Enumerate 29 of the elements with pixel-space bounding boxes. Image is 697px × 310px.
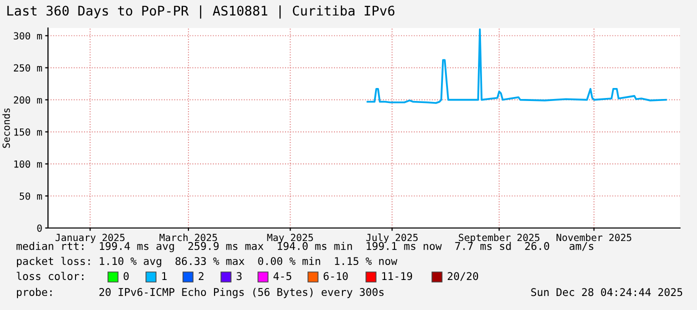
line-series xyxy=(366,28,667,104)
y-tick-label: 200 m xyxy=(14,96,42,104)
text: 11-19 xyxy=(382,272,412,280)
y-tick-label: 0 xyxy=(37,224,42,232)
x-tick-label: November 2025 xyxy=(556,234,632,242)
x-tick-label: September 2025 xyxy=(458,234,540,244)
x-tick-label: May 2025 xyxy=(267,234,313,244)
text: 0 xyxy=(124,272,129,280)
text: 20/20 xyxy=(448,272,478,281)
x-tick-label: July 2025 xyxy=(366,234,418,244)
text: probe: 20 IPv6-ICMP Echo Pings (56 Bytes) every 300s xyxy=(16,288,384,298)
text: 4-5 xyxy=(274,272,292,280)
x-tick-label: January 2025 xyxy=(56,234,124,244)
y-tick-label: 100 m xyxy=(14,160,42,168)
text: median rtt: 199.4 ms avg 259.9 ms max 194.0 ms min 199.1 ms now 7.7 ms sd 26.0 am/s xyxy=(16,242,594,252)
y-axis-title: Seconds xyxy=(2,108,10,148)
text: 6-10 xyxy=(324,272,348,280)
text: 1 xyxy=(162,272,167,280)
y-tick-label: 250 m xyxy=(14,64,42,72)
y-tick-label: 50 m xyxy=(20,192,42,200)
chart-title: Last 360 Days to PoP-PR | AS10881 | Curitiba IPv6 xyxy=(7,5,394,19)
y-tick-label: 150 m xyxy=(14,128,42,136)
text: 2 xyxy=(198,272,204,280)
text: 3 xyxy=(236,272,242,280)
text: Sun Dec 28 04:24:44 2025 xyxy=(531,288,682,296)
text: loss color: xyxy=(16,272,84,280)
y-tick-label: 300 m xyxy=(14,32,42,40)
text: packet loss: 1.10 % avg 86.33 % max 0.00 % min 1.15 % now xyxy=(16,256,398,268)
x-tick-label: March 2025 xyxy=(160,234,217,242)
